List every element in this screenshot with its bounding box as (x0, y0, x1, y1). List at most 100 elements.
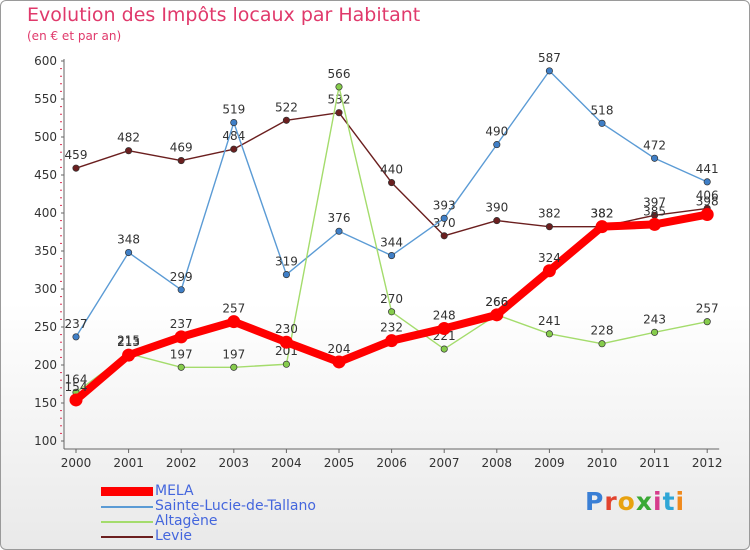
data-label: 393 (433, 198, 456, 212)
logo-letter: o (617, 487, 636, 516)
data-label: 228 (591, 324, 614, 338)
data-point (545, 330, 553, 338)
chart-subtitle: (en € et par an) (27, 29, 122, 43)
data-point (700, 208, 714, 222)
data-point (230, 119, 238, 127)
data-label: 519 (222, 103, 245, 117)
y-tick-label: 150 (34, 396, 57, 410)
data-label: 532 (328, 93, 351, 107)
data-point (230, 145, 238, 153)
data-label: 566 (328, 67, 351, 81)
data-label: 215 (117, 334, 140, 348)
legend-swatch (101, 487, 153, 496)
x-tick-label: 2011 (639, 456, 670, 470)
data-label: 348 (117, 233, 140, 247)
data-point (335, 83, 343, 91)
data-label: 484 (222, 129, 245, 143)
legend-swatch (101, 505, 153, 508)
data-label: 197 (170, 347, 193, 361)
data-point (177, 157, 185, 165)
data-label: 164 (65, 372, 88, 386)
x-tick-label: 2006 (376, 456, 407, 470)
legend-item: Altagène (101, 514, 316, 529)
data-label: 197 (222, 347, 245, 361)
data-label: 441 (696, 162, 719, 176)
data-point (177, 363, 185, 371)
data-point (440, 345, 448, 353)
data-label: 382 (538, 207, 561, 221)
data-point (282, 271, 290, 279)
proxiti-logo: Proxiti (585, 487, 685, 516)
data-point (69, 393, 83, 407)
data-point (227, 315, 241, 329)
logo-letter: P (585, 487, 605, 516)
x-tick-label: 2008 (482, 456, 513, 470)
logo-letter: r (604, 487, 618, 516)
legend-label: Levie (155, 528, 192, 544)
data-point (72, 333, 80, 341)
data-label: 257 (222, 302, 245, 316)
data-label: 319 (275, 255, 298, 269)
data-point (703, 318, 711, 326)
data-point (335, 227, 343, 235)
y-tick-label: 300 (34, 282, 57, 296)
legend-label: Altagène (155, 513, 218, 529)
data-label: 232 (380, 321, 403, 335)
data-label: 257 (696, 302, 719, 316)
data-point (598, 340, 606, 348)
data-point (174, 330, 188, 344)
data-label: 266 (485, 295, 508, 309)
data-label: 522 (275, 100, 298, 114)
x-tick-label: 2012 (692, 456, 723, 470)
data-label: 241 (538, 314, 561, 328)
data-label: 376 (328, 211, 351, 225)
y-tick-label: 250 (34, 320, 57, 334)
data-label: 459 (65, 148, 88, 162)
data-label: 237 (170, 317, 193, 331)
data-point (388, 252, 396, 260)
data-point (542, 264, 556, 278)
data-label: 370 (433, 216, 456, 230)
data-point (125, 248, 133, 257)
y-tick-label: 350 (34, 244, 57, 258)
data-label: 472 (643, 138, 666, 152)
y-tick-label: 550 (34, 92, 57, 106)
data-label: 440 (380, 163, 403, 177)
data-point (595, 220, 609, 234)
data-label: 406 (696, 188, 719, 202)
data-point (440, 214, 448, 222)
data-label: 469 (170, 141, 193, 155)
legend: MELA Sainte-Lucie-de-Tallano Altagène Levie (101, 484, 316, 544)
logo-letter: i (675, 487, 686, 516)
data-point (335, 109, 343, 117)
data-point (279, 335, 293, 349)
y-tick-label: 400 (34, 206, 57, 220)
x-tick-label: 2004 (271, 456, 302, 470)
legend-swatch (101, 520, 153, 523)
data-label: 324 (538, 251, 561, 265)
x-tick-label: 2000 (61, 456, 92, 470)
y-tick-label: 100 (34, 434, 57, 448)
data-label: 390 (485, 201, 508, 215)
data-point (493, 217, 501, 225)
data-point (177, 286, 185, 294)
data-point (703, 178, 711, 186)
data-point (598, 119, 606, 127)
x-tick-label: 2003 (219, 456, 250, 470)
data-point (648, 217, 662, 231)
data-point (125, 147, 133, 155)
data-label: 204 (328, 342, 351, 356)
x-tick-label: 2002 (166, 456, 197, 470)
x-tick-label: 2001 (113, 456, 144, 470)
data-point (490, 308, 504, 322)
data-point (388, 308, 396, 316)
data-label: 482 (117, 131, 140, 145)
x-tick-label: 2005 (324, 456, 355, 470)
data-point (230, 363, 238, 371)
data-point (385, 334, 399, 348)
data-label: 237 (65, 317, 88, 331)
data-label: 344 (380, 236, 403, 250)
y-tick-label: 600 (34, 54, 57, 68)
